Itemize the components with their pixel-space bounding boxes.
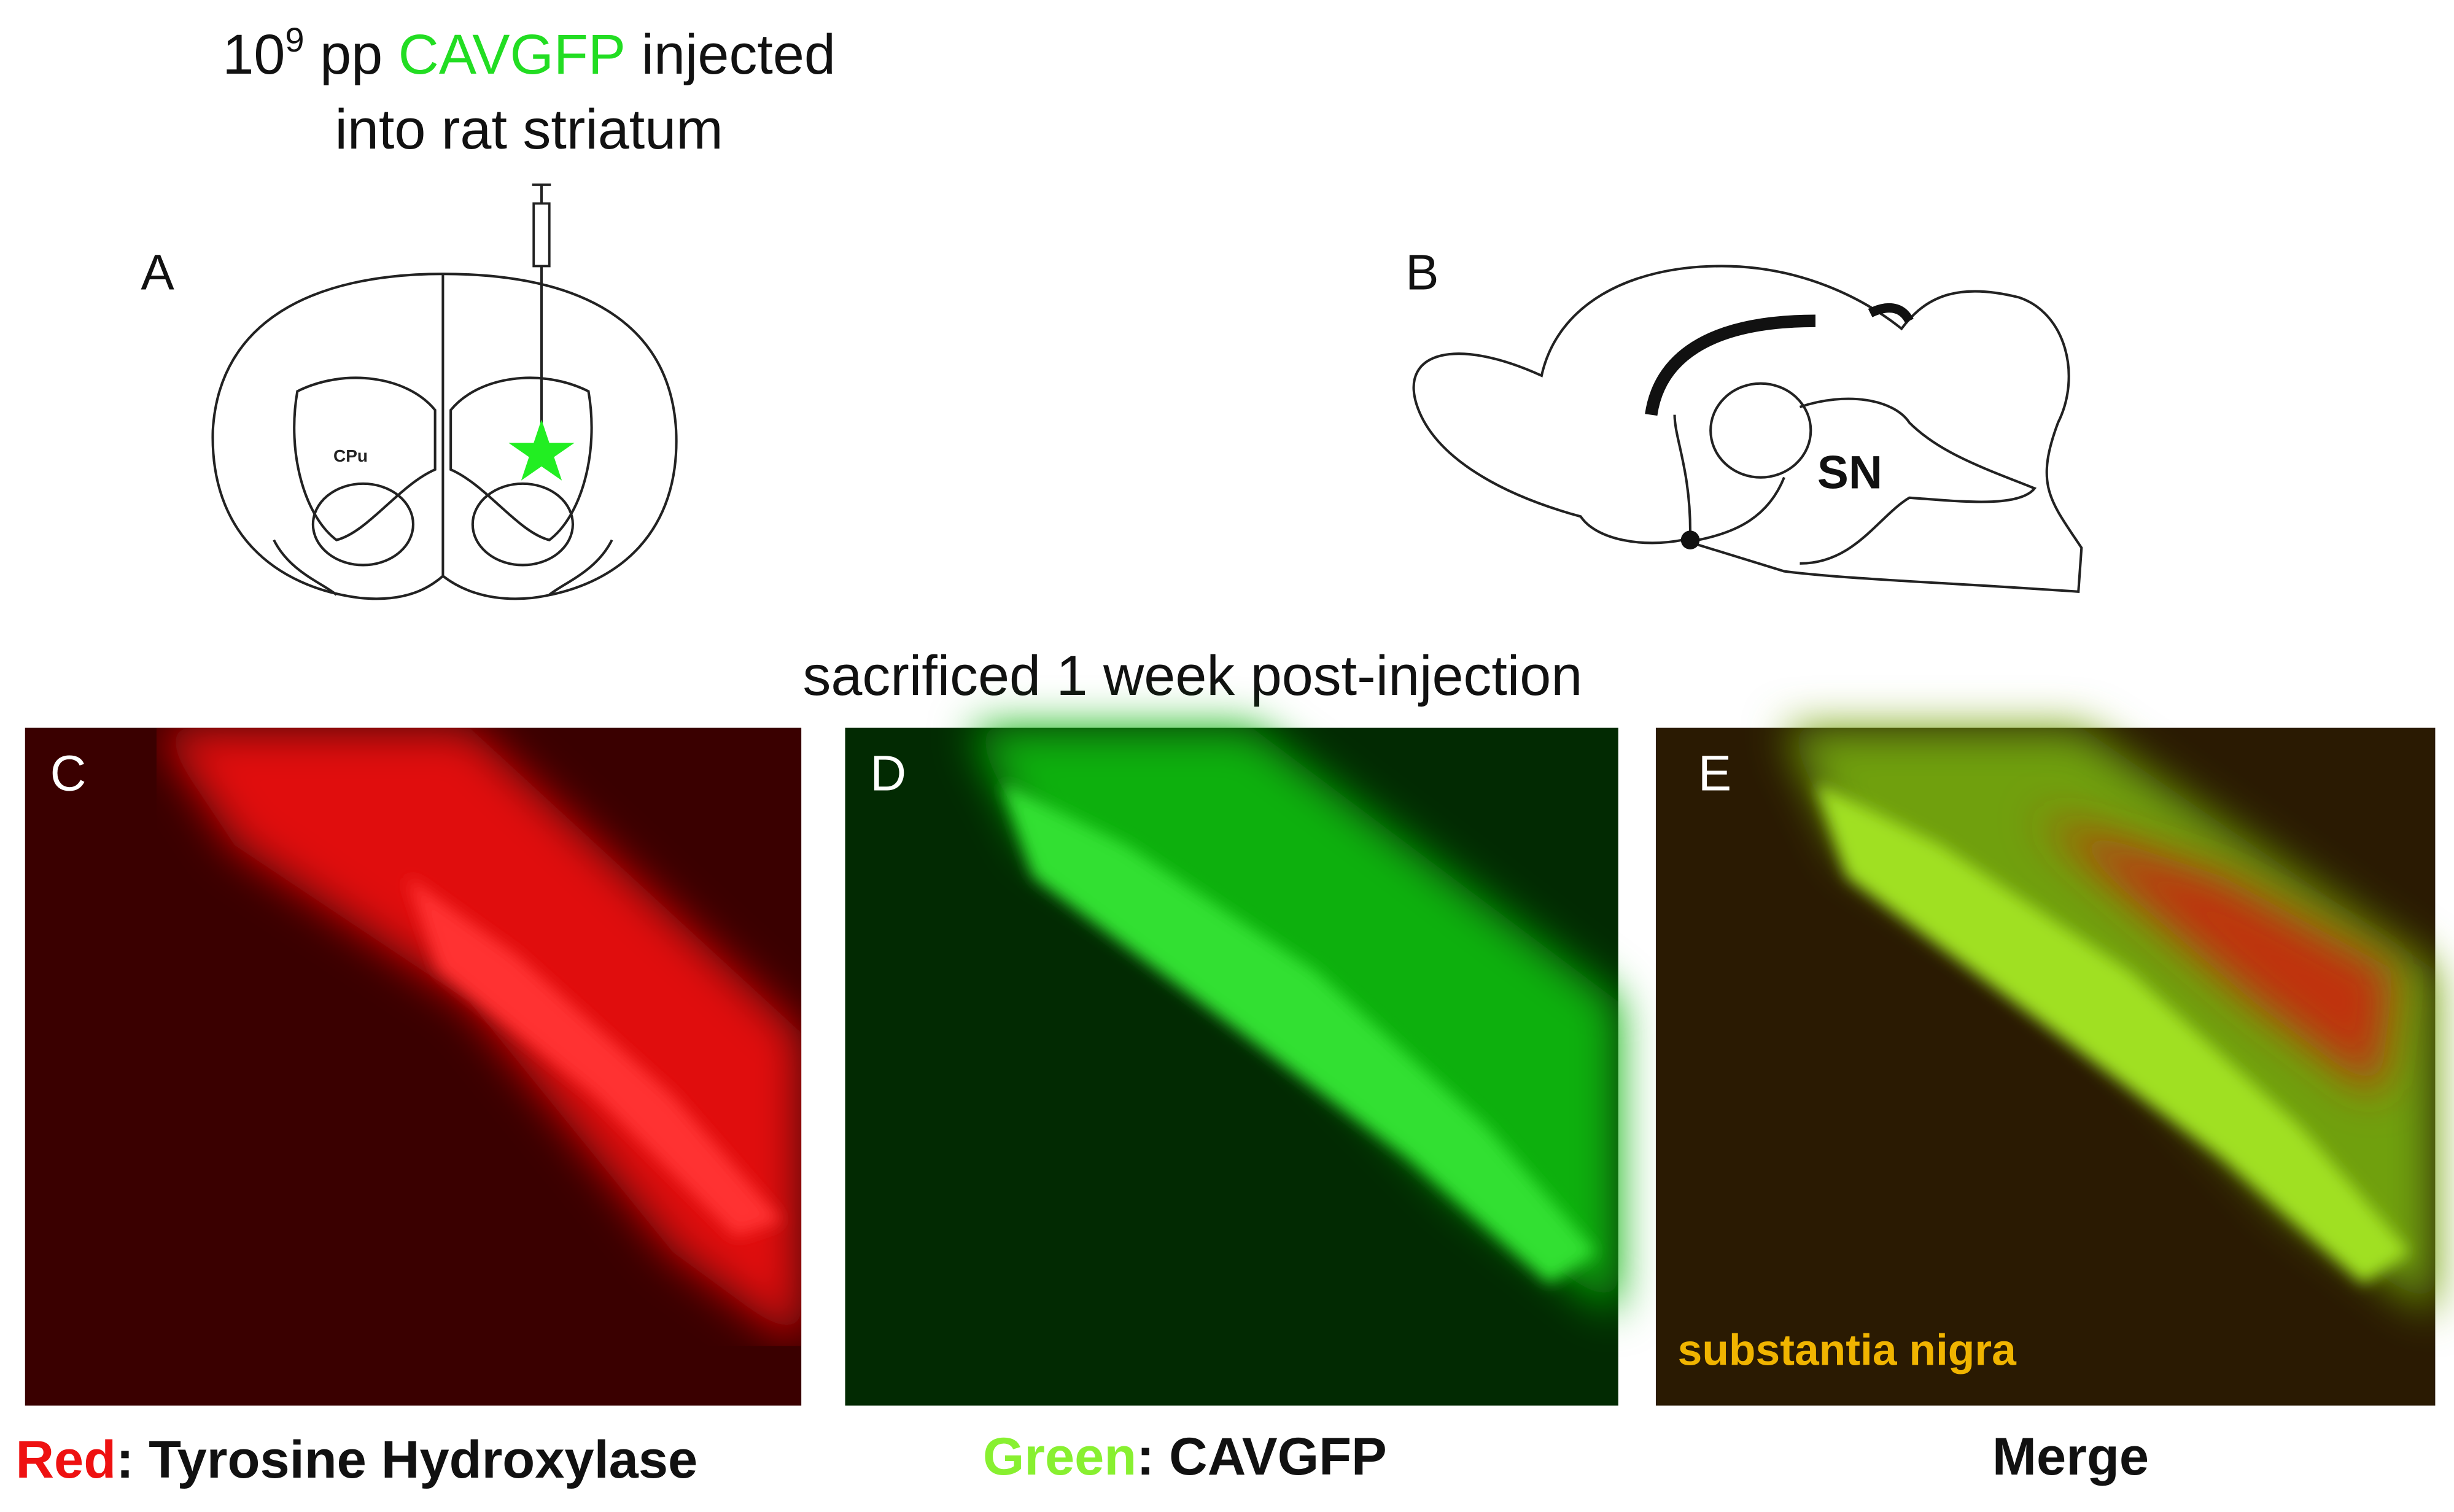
caption: Merge bbox=[1992, 1427, 2149, 1486]
caption-text: : Tyrosine Hydroxylase bbox=[116, 1430, 697, 1489]
agent-name: CAVGFP bbox=[398, 23, 626, 86]
region-label: CPu bbox=[333, 446, 368, 465]
dose-unit: pp bbox=[320, 23, 382, 86]
micrograph-green bbox=[845, 727, 1618, 1406]
timepoint-label: sacrificed 1 week post-injection bbox=[802, 645, 1582, 707]
color-word: Green bbox=[983, 1427, 1136, 1486]
coronal-brain-diagram bbox=[211, 183, 678, 600]
injection-title: 109 pp CAVGFP injected bbox=[222, 20, 836, 86]
region-annotation: substantia nigra bbox=[1678, 1325, 2017, 1374]
micrograph-merge bbox=[1655, 727, 2436, 1406]
injection-subtitle: into rat striatum bbox=[335, 98, 723, 161]
caption: Green: CAVGFP bbox=[983, 1427, 1387, 1486]
panel-label: A bbox=[141, 245, 174, 301]
panel-label: B bbox=[1405, 245, 1439, 301]
dose-exponent: 9 bbox=[285, 20, 304, 59]
caption-text: : CAVGFP bbox=[1136, 1427, 1387, 1486]
dose-base: 10 bbox=[222, 23, 285, 86]
panel-label: C bbox=[50, 746, 87, 802]
panel-label: E bbox=[1698, 746, 1731, 802]
sagittal-brain-diagram bbox=[1412, 265, 2083, 593]
panel-label: D bbox=[870, 746, 906, 802]
color-word: Red bbox=[15, 1430, 116, 1489]
micrograph-red bbox=[25, 727, 801, 1406]
caption: Red: Tyrosine Hydroxylase bbox=[15, 1430, 697, 1489]
verb: injected bbox=[642, 23, 836, 86]
region-label: SN bbox=[1817, 446, 1882, 498]
